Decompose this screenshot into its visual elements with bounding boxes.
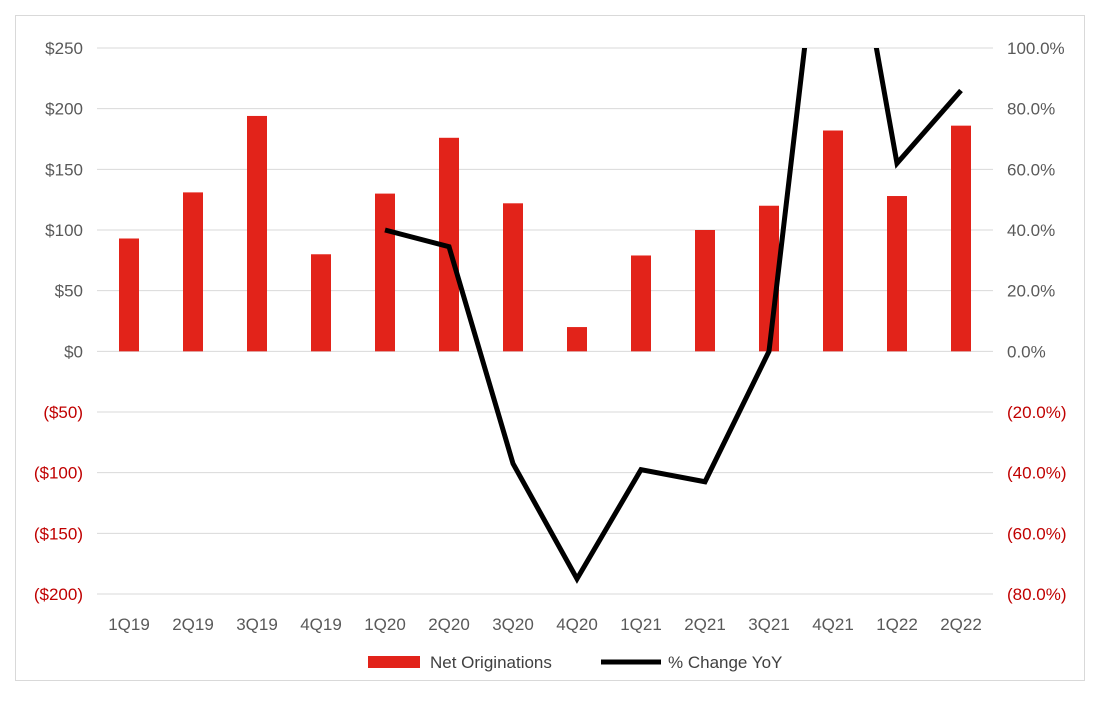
x-tick-label: 3Q21 xyxy=(748,615,790,634)
left-tick-label: ($100) xyxy=(34,464,83,483)
bar xyxy=(823,130,843,352)
x-tick-label: 2Q19 xyxy=(172,615,214,634)
left-tick-label: $100 xyxy=(45,221,83,240)
bar xyxy=(567,327,587,352)
right-tick-label: 100.0% xyxy=(1007,39,1065,58)
line-series xyxy=(384,48,963,584)
x-tick-label: 2Q20 xyxy=(428,615,470,634)
x-tick-label: 1Q19 xyxy=(108,615,150,634)
left-axis: $250 $200 $150 $100 $50 $0 ($50) ($100) ($150) ($… xyxy=(34,39,83,604)
right-tick-label: (80.0%) xyxy=(1007,585,1067,604)
right-tick-label: (20.0%) xyxy=(1007,403,1067,422)
x-axis: 1Q19 2Q19 3Q19 4Q19 1Q20 2Q20 3Q20 4Q20 1Q21 2Q21… xyxy=(108,615,982,634)
left-tick-label: $250 xyxy=(45,39,83,58)
left-tick-label: $0 xyxy=(64,342,83,361)
x-tick-label: 2Q21 xyxy=(684,615,726,634)
legend-swatch-net-originations xyxy=(368,656,420,668)
left-tick-label: ($200) xyxy=(34,585,83,604)
x-tick-label: 3Q20 xyxy=(492,615,534,634)
gridlines xyxy=(97,47,993,595)
left-tick-label: ($50) xyxy=(43,403,83,422)
x-tick-label: 4Q19 xyxy=(300,615,342,634)
bar xyxy=(183,192,203,352)
right-axis: 100.0% 80.0% 60.0% 40.0% 20.0% 0.0% (20.0%) (40… xyxy=(1007,39,1067,604)
x-tick-label: 1Q21 xyxy=(620,615,662,634)
x-tick-label: 4Q20 xyxy=(556,615,598,634)
bar xyxy=(375,193,395,352)
legend-label-net-originations: Net Originations xyxy=(430,653,552,672)
right-tick-label: 0.0% xyxy=(1007,342,1046,361)
x-tick-label: 3Q19 xyxy=(236,615,278,634)
bar xyxy=(631,255,651,352)
right-tick-label: 80.0% xyxy=(1007,100,1055,119)
x-tick-label: 1Q22 xyxy=(876,615,918,634)
bar xyxy=(503,203,523,352)
bar xyxy=(951,125,971,352)
bar xyxy=(695,230,715,352)
left-tick-label: $50 xyxy=(55,282,83,301)
bars xyxy=(119,115,971,352)
legend-label-change-yoy: % Change YoY xyxy=(668,653,782,672)
right-tick-label: 40.0% xyxy=(1007,221,1055,240)
left-tick-label: $200 xyxy=(45,100,83,119)
bar xyxy=(311,254,331,352)
legend: Net Originations % Change YoY xyxy=(368,653,782,672)
left-tick-label: ($150) xyxy=(34,524,83,543)
bar xyxy=(119,238,139,352)
yoy-line xyxy=(384,48,963,584)
bar xyxy=(887,196,907,352)
bar xyxy=(247,115,267,352)
x-tick-label: 2Q22 xyxy=(940,615,982,634)
right-tick-label: (60.0%) xyxy=(1007,524,1067,543)
left-tick-label: $150 xyxy=(45,160,83,179)
right-tick-label: 20.0% xyxy=(1007,282,1055,301)
right-tick-label: 60.0% xyxy=(1007,160,1055,179)
x-tick-label: 1Q20 xyxy=(364,615,406,634)
right-tick-label: (40.0%) xyxy=(1007,464,1067,483)
x-tick-label: 4Q21 xyxy=(812,615,854,634)
